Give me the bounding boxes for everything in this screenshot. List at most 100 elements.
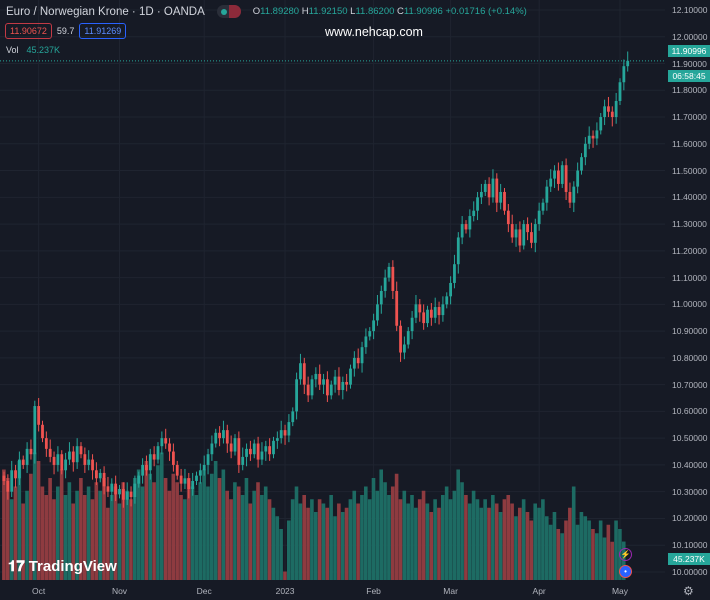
market-status-toggle[interactable] [216, 5, 241, 18]
last-price-tag: 11.90996 [668, 45, 710, 57]
candle-body [426, 309, 429, 324]
candle-body [272, 440, 275, 455]
volume-bar [556, 529, 561, 580]
volume-bar [90, 499, 95, 580]
logo-text: TradingView [28, 558, 117, 575]
candle-body [349, 368, 352, 385]
watermark: www.nehcap.com [325, 25, 423, 39]
volume-bar [456, 469, 460, 580]
price-tick: 11.80000 [672, 85, 707, 96]
volume-bar [325, 507, 330, 580]
volume-bar [202, 469, 206, 580]
time-tick: Mar [443, 586, 458, 596]
lightning-icon[interactable]: ⚡ [619, 548, 632, 561]
candle-body [279, 430, 283, 439]
volume-bar [194, 495, 199, 580]
price-tick: 11.90000 [672, 58, 707, 69]
candle-body [21, 459, 25, 465]
volume-bar [136, 469, 141, 580]
volume-bar [610, 541, 614, 580]
candle-body [337, 376, 341, 390]
volume-bar [79, 478, 83, 580]
volume-bar [460, 482, 464, 580]
candle-body [503, 191, 506, 211]
candle-body [610, 111, 614, 118]
volume-bar [506, 495, 511, 580]
volume-bar [518, 507, 522, 580]
candle-body [510, 224, 514, 238]
volume-bar [71, 503, 75, 580]
candle-body [376, 304, 379, 321]
candle-body [418, 304, 422, 313]
symbol-title[interactable]: Euro / Norwegian Krone · 1D · OANDA [6, 5, 205, 18]
volume-bar [283, 571, 287, 580]
candle-body [129, 491, 133, 498]
volume-bar [290, 499, 295, 580]
volume-tag: 45.237K [668, 553, 710, 565]
candle-body [318, 373, 322, 385]
volume-bar [483, 499, 487, 580]
buy-button[interactable]: 11.91269 [79, 23, 127, 39]
candle-body [14, 470, 17, 479]
candle-body [260, 451, 264, 460]
candle-body [599, 117, 603, 131]
volume-bar [179, 495, 183, 580]
price-tick: 10.40000 [672, 459, 708, 470]
candle-body [256, 443, 260, 460]
candle-body [299, 363, 302, 380]
candle-body [618, 82, 622, 101]
volume-bar [371, 478, 376, 580]
candle-body [29, 448, 33, 455]
candle-body [576, 170, 580, 187]
candle-body [372, 320, 375, 332]
candle-body [202, 464, 206, 471]
price-tick: 11.00000 [672, 299, 707, 310]
volume-bar [329, 495, 333, 580]
candle-body [322, 379, 325, 385]
candle-body [414, 304, 418, 318]
candle-body [530, 232, 533, 243]
candle-body [156, 446, 160, 460]
price-tick: 10.50000 [672, 433, 708, 444]
candle-body [537, 210, 541, 225]
price-tick: 10.10000 [672, 540, 708, 551]
time-tick: Apr [532, 586, 546, 596]
settings-gear-icon[interactable]: ⚙ [683, 584, 694, 598]
time-tick: Oct [32, 586, 46, 596]
volume-bar [479, 507, 484, 580]
volume-bar [44, 495, 49, 580]
volume-bar [233, 482, 237, 580]
candle-body [137, 475, 141, 484]
time-axis[interactable] [0, 580, 710, 600]
volume-bar [275, 516, 280, 580]
volume-bar [317, 499, 322, 580]
volume-bar [583, 516, 588, 580]
volume-bar [568, 507, 572, 580]
candle-body [18, 459, 21, 479]
volume-bar [171, 473, 176, 580]
volume-bar [491, 495, 495, 580]
trade-buttons: 11.90672 59.7 11.91269 [5, 23, 127, 39]
candle-body [522, 224, 526, 246]
tradingview-logo[interactable]: 𝟏𝟕 TradingView [8, 558, 117, 575]
candle-body [433, 307, 437, 318]
candle-body [499, 191, 503, 203]
volume-bar [13, 486, 18, 580]
price-tick: 10.90000 [672, 326, 708, 337]
candle-body [395, 290, 399, 326]
price-tick: 11.30000 [672, 219, 707, 230]
candle-body [468, 216, 472, 230]
spread-value: 59.7 [56, 26, 75, 36]
candle-body [626, 60, 630, 67]
candle-body [10, 470, 14, 492]
volume-bar [498, 512, 503, 580]
candle-body [175, 464, 179, 476]
sell-button[interactable]: 11.90672 [5, 23, 52, 39]
events-icon[interactable]: • [619, 565, 632, 578]
candle-body [68, 451, 71, 460]
candle-body [71, 451, 75, 463]
candle-body [526, 224, 529, 233]
volume-bar [533, 503, 537, 580]
price-tick: 11.50000 [672, 165, 707, 176]
